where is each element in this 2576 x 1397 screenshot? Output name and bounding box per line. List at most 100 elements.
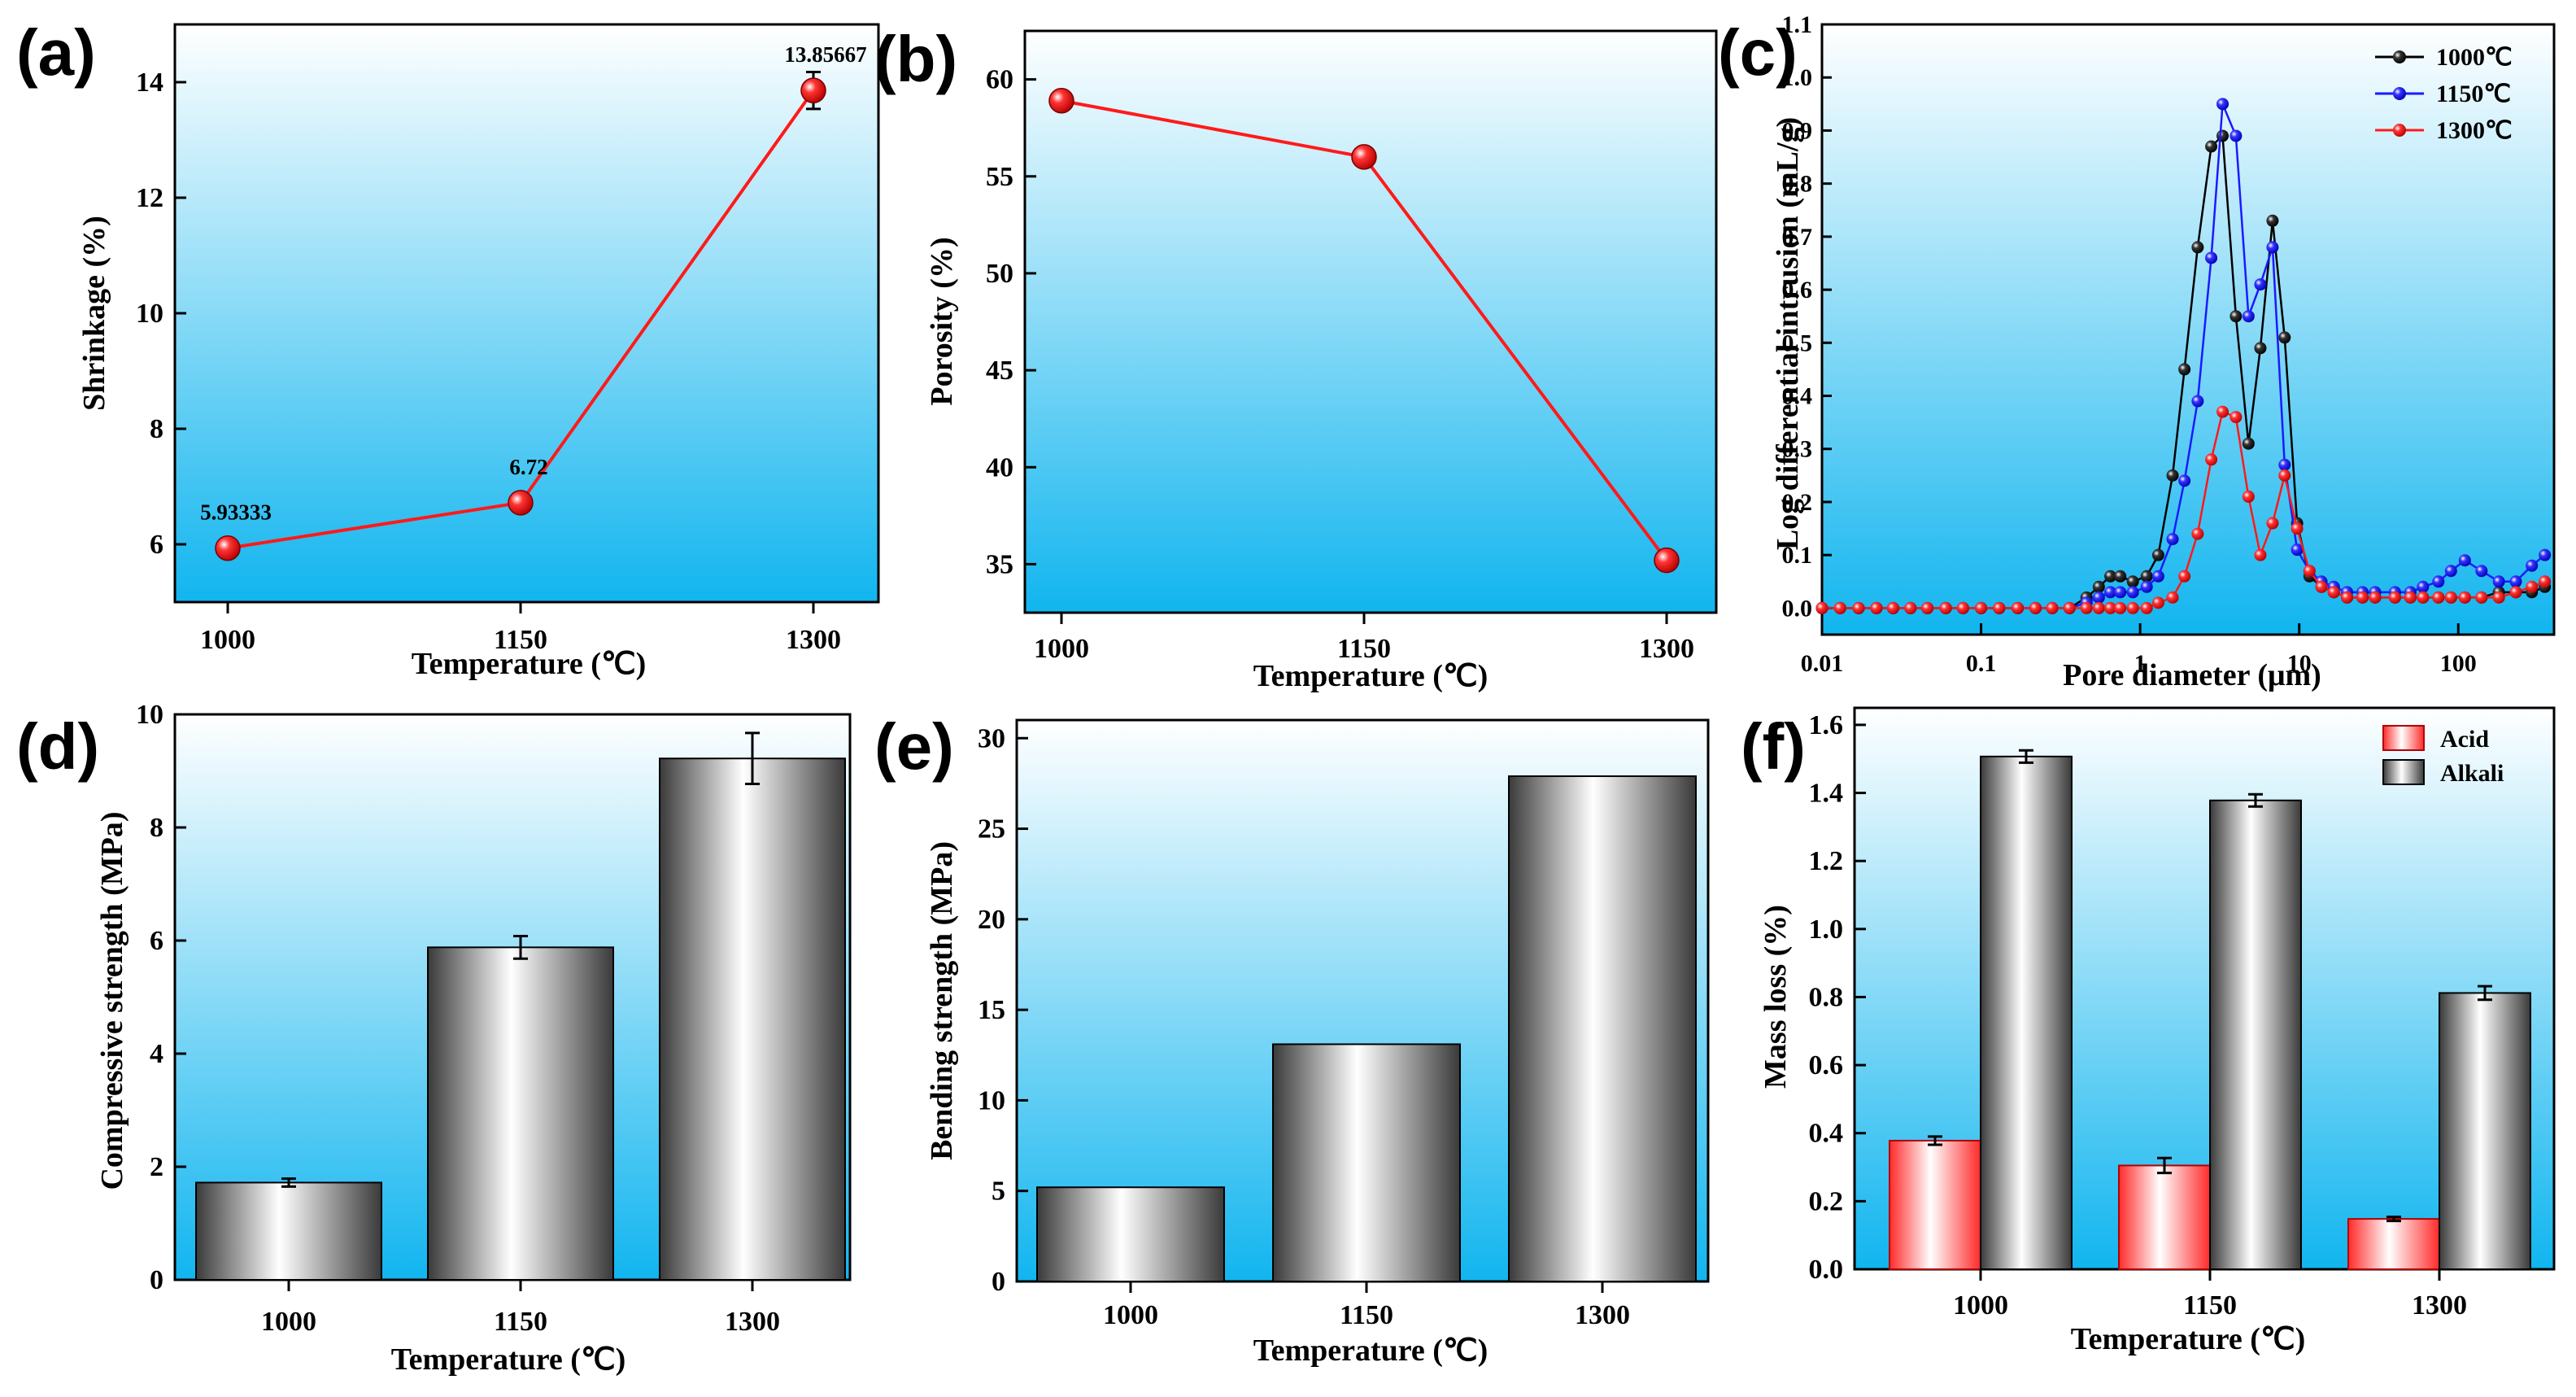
panel-c-ytick-label: 0.4	[1782, 383, 1813, 410]
panel-c-data-point	[2104, 601, 2117, 614]
panel-e-ytick-label: 5	[992, 1177, 1005, 1207]
panel-c-data-point	[2242, 490, 2255, 503]
panel-a-data-label: 5.93333	[200, 500, 272, 525]
panel-c-data-point	[2444, 565, 2457, 578]
panel-c-data-point	[2444, 591, 2457, 604]
panel-c-data-point	[2492, 575, 2505, 588]
panel-c-data-point	[2458, 554, 2471, 567]
panel-c-data-point	[1975, 601, 1988, 614]
panel-c-data-point	[2216, 129, 2229, 142]
panel-e-bar	[1036, 1186, 1225, 1282]
panel-c-xtick-label: 0.01	[1801, 650, 1844, 677]
panel-c-data-point	[2151, 596, 2164, 609]
panel-c-data-point	[2266, 517, 2279, 530]
panel-c-data-point	[2356, 591, 2369, 604]
panel-b-data-point	[1654, 547, 1680, 574]
panel-d-xtick-label: 1300	[725, 1307, 780, 1337]
panel-c-data-point	[2509, 586, 2522, 599]
panel-c-data-point	[2114, 586, 2127, 599]
panel-c-data-point	[2114, 601, 2127, 614]
panel-c-frame	[1820, 23, 2556, 636]
panel-f-ytick-label: 0.4	[1809, 1119, 1844, 1149]
panel-d-error-bar	[745, 731, 760, 785]
panel-b-data-point	[1351, 144, 1377, 170]
panel-b-ytick-label: 40	[986, 452, 1013, 482]
panel-a-ytick-label: 10	[136, 299, 163, 329]
panel-f-bar-alkali	[1980, 755, 2073, 1270]
panel-e-ylabel: Bending strength (MPa)	[925, 841, 959, 1160]
panel-c-data-point	[2458, 591, 2471, 604]
panel-c-data-point	[2526, 580, 2539, 593]
panel-c-data-point	[2104, 570, 2117, 583]
panel-c-data-point	[2417, 580, 2430, 593]
panel-c-data-point	[2092, 580, 2105, 593]
panel-b-xtick-label: 1300	[1639, 634, 1694, 664]
panel-c-data-point	[2417, 591, 2430, 604]
panel-f-legend-label: Acid	[2440, 726, 2489, 753]
panel-d-error-bar	[513, 934, 528, 960]
panel-c-data-point	[1904, 601, 1917, 614]
panel-c-data-point	[2205, 251, 2218, 264]
panel-b-ylabel: Porosity (%)	[925, 237, 959, 405]
panel-d-ytick-label: 2	[150, 1152, 163, 1182]
panel-f-xtick-label: 1300	[2412, 1290, 2467, 1321]
panel-c-ytick-label: 0.6	[1782, 277, 1813, 303]
panel-c-data-point	[2432, 575, 2445, 588]
panel-c-data-point	[2178, 474, 2191, 487]
panel-c-data-point	[1815, 601, 1828, 614]
panel-e: (e) 0 5 10 15 20 25 30 1000 1150 1300 Temperature…	[874, 710, 1710, 1368]
panel-f-xlabel: Temperature (℃)	[2071, 1322, 2306, 1356]
panel-b-ytick-label: 35	[986, 549, 1013, 579]
panel-c-data-point	[2063, 601, 2076, 614]
panel-b-ytick-label: 50	[986, 259, 1013, 289]
panel-c-data-point	[2140, 601, 2153, 614]
panel-c-data-point	[2080, 601, 2093, 614]
panel-c-data-point	[2341, 591, 2354, 604]
panel-f-legend-swatch	[2382, 759, 2425, 785]
panel-f-ytick-label: 0.6	[1809, 1050, 1844, 1080]
panel-c-ylabel: Log differential intrusion (mL/g)	[1771, 117, 1805, 550]
panel-c-data-point	[2216, 98, 2229, 111]
panel-c-data-point	[2388, 591, 2401, 604]
panel-c: (c) 0.0 0.1 0.2 0.3 0.4 0.5 0.6 0.7 0.8 0.9 1.0 1.1…	[1718, 11, 2556, 692]
panel-f-error-bar	[2386, 1216, 2401, 1223]
panel-e-ytick-label: 0	[992, 1267, 1005, 1297]
panel-c-data-point	[2291, 544, 2304, 557]
panel-d-bar	[195, 1181, 382, 1281]
panel-f-error-bar	[1928, 1135, 1942, 1146]
panel-b-plot-area	[1025, 31, 1716, 613]
panel-c-data-point	[2205, 453, 2218, 466]
panel-a-xtick-label: 1150	[494, 625, 547, 655]
panel-c-data-point	[2191, 241, 2204, 254]
panel-c-data-point	[2126, 575, 2139, 588]
panel-c-data-point	[1870, 601, 1883, 614]
panel-e-ytick-label: 25	[978, 814, 1005, 845]
panel-c-legend-marker	[2393, 87, 2406, 100]
panel-c-data-point	[1939, 601, 1952, 614]
panel-c-data-point	[2178, 570, 2191, 583]
panel-c-data-point	[2432, 591, 2445, 604]
panel-c-data-point	[2046, 601, 2059, 614]
panel-a-data-point	[215, 535, 241, 561]
panel-c-data-point	[2278, 331, 2291, 344]
panel-c-data-point	[2492, 591, 2505, 604]
panel-b-data-point	[1048, 88, 1074, 114]
panel-c-xtick-label: 0.1	[1966, 650, 1997, 677]
panel-c-data-point	[2242, 437, 2255, 450]
panel-a-ytick-label: 8	[150, 414, 163, 444]
panel-f-error-bar	[2248, 792, 2263, 808]
panel-d-ytick-label: 4	[150, 1039, 163, 1069]
panel-c-data-point	[2126, 586, 2139, 599]
panel-c-legend-label: 1000℃	[2436, 44, 2513, 71]
panel-d-ylabel: Compressive strength (MPa)	[95, 811, 129, 1190]
panel-f-error-bar	[2478, 984, 2492, 1002]
panel-e-ytick-label: 30	[978, 723, 1005, 753]
panel-c-data-point	[2327, 586, 2340, 599]
panel-c-data-point	[1993, 601, 2006, 614]
panel-c-ytick-label: 0.7	[1782, 224, 1813, 251]
panel-c-data-point	[2092, 591, 2105, 604]
panel-e-ytick-label: 10	[978, 1085, 1005, 1115]
panel-c-data-point	[2216, 405, 2229, 418]
